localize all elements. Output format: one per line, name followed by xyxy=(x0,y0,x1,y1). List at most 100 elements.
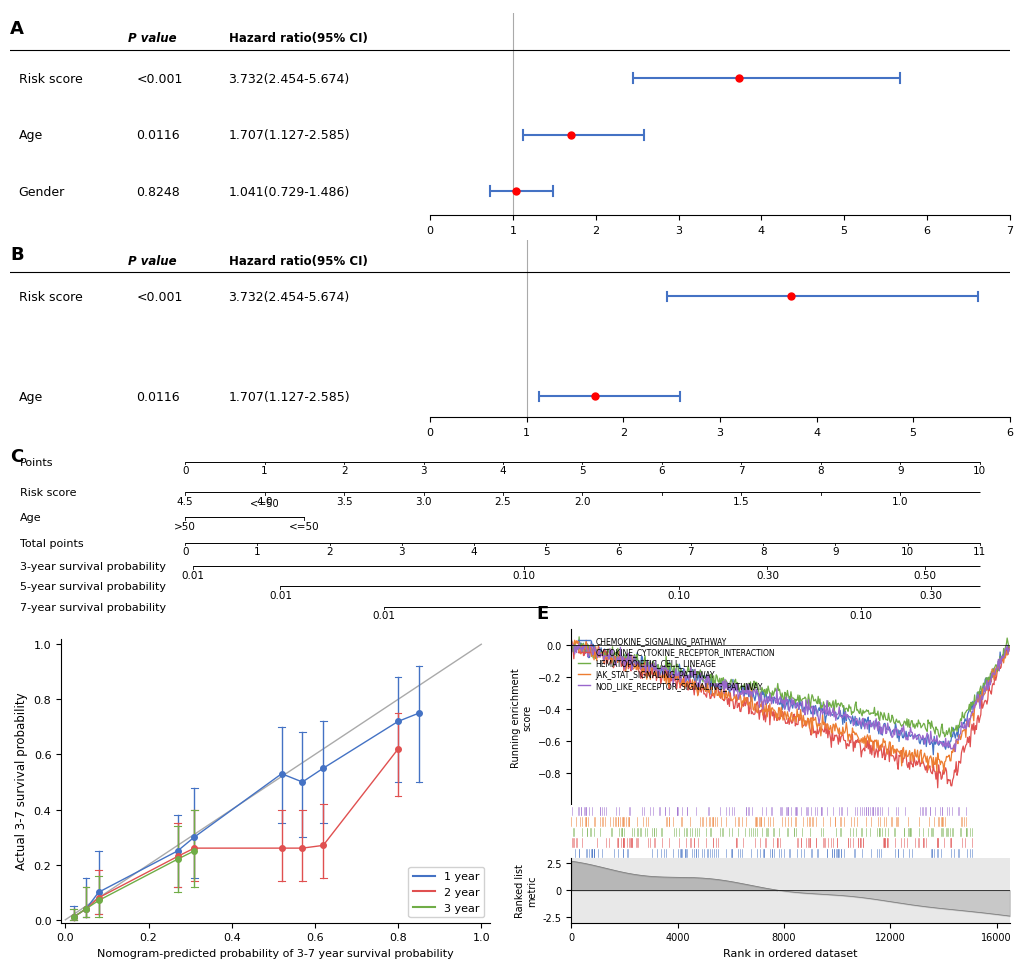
CHEMOKINE_SIGNALING_PATHWAY xyxy=(825,710,838,722)
Text: Risk score: Risk score xyxy=(18,290,83,304)
Text: A: A xyxy=(10,20,24,38)
Text: 2: 2 xyxy=(326,547,332,556)
NOD_LIKE_RECEPTOR_SIGNALING_PATHWAY xyxy=(923,726,935,737)
Text: Points: Points xyxy=(20,457,54,467)
CYTOKINE_CYTOKINE_RECEPTOR_INTERACTION xyxy=(565,631,577,643)
HEMATOPOIETIC_CELL_LINEAGE xyxy=(803,695,815,706)
X-axis label: Rank in ordered dataset: Rank in ordered dataset xyxy=(722,948,857,958)
Text: Hazard ratio(95% CI): Hazard ratio(95% CI) xyxy=(228,255,367,268)
Text: 0.30: 0.30 xyxy=(755,570,779,580)
CHEMOKINE_SIGNALING_PATHWAY xyxy=(772,699,785,710)
Text: 0.01: 0.01 xyxy=(269,590,291,601)
HEMATOPOIETIC_CELL_LINEAGE xyxy=(932,731,945,743)
Text: 7: 7 xyxy=(687,547,694,556)
Text: P value: P value xyxy=(127,255,176,268)
CHEMOKINE_SIGNALING_PATHWAY xyxy=(994,647,1006,658)
Text: Age: Age xyxy=(18,129,43,142)
Text: 0: 0 xyxy=(181,466,189,476)
Text: 2.0: 2.0 xyxy=(574,496,590,506)
CYTOKINE_CYTOKINE_RECEPTOR_INTERACTION xyxy=(802,716,814,727)
Text: 1: 1 xyxy=(254,547,261,556)
NOD_LIKE_RECEPTOR_SIGNALING_PATHWAY xyxy=(825,707,838,719)
Text: <=50: <=50 xyxy=(288,522,319,531)
JAK_STAT_SIGNALING_PATHWAY xyxy=(994,653,1006,665)
Text: 9: 9 xyxy=(896,466,903,476)
NOD_LIKE_RECEPTOR_SIGNALING_PATHWAY xyxy=(802,694,814,705)
JAK_STAT_SIGNALING_PATHWAY xyxy=(776,715,789,727)
Text: 3.732(2.454-5.674): 3.732(2.454-5.674) xyxy=(228,72,350,86)
X-axis label: Harzard ratio: Harzard ratio xyxy=(678,241,760,255)
HEMATOPOIETIC_CELL_LINEAGE xyxy=(776,693,789,704)
Text: 5-year survival probability: 5-year survival probability xyxy=(20,581,166,592)
Text: P value: P value xyxy=(127,32,176,45)
NOD_LIKE_RECEPTOR_SIGNALING_PATHWAY xyxy=(565,633,577,645)
Text: 4: 4 xyxy=(471,547,477,556)
Text: 0.0116: 0.0116 xyxy=(136,390,179,404)
Text: 3-year survival probability: 3-year survival probability xyxy=(20,561,166,572)
CYTOKINE_CYTOKINE_RECEPTOR_INTERACTION xyxy=(930,782,943,794)
Text: 1.707(1.127-2.585): 1.707(1.127-2.585) xyxy=(228,129,350,142)
Text: 0.10: 0.10 xyxy=(512,570,535,580)
Text: 7-year survival probability: 7-year survival probability xyxy=(20,602,166,612)
HEMATOPOIETIC_CELL_LINEAGE xyxy=(773,689,786,701)
Text: Age: Age xyxy=(20,513,42,523)
Text: 9: 9 xyxy=(832,547,838,556)
Text: 1: 1 xyxy=(261,466,268,476)
HEMATOPOIETIC_CELL_LINEAGE xyxy=(826,696,839,707)
Text: Gender: Gender xyxy=(18,185,65,199)
Text: 3.5: 3.5 xyxy=(335,496,352,506)
Text: 8: 8 xyxy=(759,547,765,556)
Text: 2.5: 2.5 xyxy=(494,496,511,506)
Y-axis label: Ranked list
metric: Ranked list metric xyxy=(515,863,536,917)
NOD_LIKE_RECEPTOR_SIGNALING_PATHWAY xyxy=(1003,643,1015,654)
Text: 0.50: 0.50 xyxy=(912,570,935,580)
JAK_STAT_SIGNALING_PATHWAY xyxy=(565,643,577,654)
HEMATOPOIETIC_CELL_LINEAGE xyxy=(1003,643,1015,654)
Line: CHEMOKINE_SIGNALING_PATHWAY: CHEMOKINE_SIGNALING_PATHWAY xyxy=(571,640,1009,755)
CYTOKINE_CYTOKINE_RECEPTOR_INTERACTION xyxy=(772,714,785,726)
NOD_LIKE_RECEPTOR_SIGNALING_PATHWAY xyxy=(772,693,785,704)
Legend: 1 year, 2 year, 3 year: 1 year, 2 year, 3 year xyxy=(408,867,484,917)
Text: 3: 3 xyxy=(420,466,426,476)
Text: 3: 3 xyxy=(398,547,405,556)
Text: 10: 10 xyxy=(972,466,985,476)
Text: 0.8248: 0.8248 xyxy=(136,185,179,199)
Text: 11: 11 xyxy=(972,547,985,556)
Line: HEMATOPOIETIC_CELL_LINEAGE: HEMATOPOIETIC_CELL_LINEAGE xyxy=(571,637,1009,737)
Text: 6: 6 xyxy=(614,547,622,556)
Text: 0.30: 0.30 xyxy=(918,590,942,601)
Text: E: E xyxy=(536,604,548,623)
Text: 3.0: 3.0 xyxy=(415,496,431,506)
Text: <0.001: <0.001 xyxy=(136,290,182,304)
Line: CYTOKINE_CYTOKINE_RECEPTOR_INTERACTION: CYTOKINE_CYTOKINE_RECEPTOR_INTERACTION xyxy=(571,637,1009,788)
CYTOKINE_CYTOKINE_RECEPTOR_INTERACTION xyxy=(775,705,788,717)
HEMATOPOIETIC_CELL_LINEAGE xyxy=(573,631,585,643)
Text: 0.01: 0.01 xyxy=(372,610,395,621)
Text: 0.01: 0.01 xyxy=(181,570,205,580)
Text: B: B xyxy=(10,246,23,263)
Text: Total points: Total points xyxy=(20,538,84,548)
Legend: CHEMOKINE_SIGNALING_PATHWAY, CYTOKINE_CYTOKINE_RECEPTOR_INTERACTION, HEMATOPOIET: CHEMOKINE_SIGNALING_PATHWAY, CYTOKINE_CY… xyxy=(575,633,777,694)
Line: NOD_LIKE_RECEPTOR_SIGNALING_PATHWAY: NOD_LIKE_RECEPTOR_SIGNALING_PATHWAY xyxy=(571,639,1009,752)
JAK_STAT_SIGNALING_PATHWAY xyxy=(1003,642,1015,653)
Text: 4.0: 4.0 xyxy=(256,496,272,506)
CYTOKINE_CYTOKINE_RECEPTOR_INTERACTION xyxy=(1003,641,1015,653)
Text: Risk score: Risk score xyxy=(18,72,83,86)
X-axis label: Nomogram-predicted probability of 3-7 year survival probability: Nomogram-predicted probability of 3-7 ye… xyxy=(97,948,453,958)
CYTOKINE_CYTOKINE_RECEPTOR_INTERACTION xyxy=(994,663,1006,675)
CHEMOKINE_SIGNALING_PATHWAY xyxy=(1003,642,1015,653)
CHEMOKINE_SIGNALING_PATHWAY xyxy=(926,750,938,761)
Text: 8: 8 xyxy=(817,466,823,476)
CYTOKINE_CYTOKINE_RECEPTOR_INTERACTION xyxy=(923,766,935,777)
Text: Hazard ratio(95% CI): Hazard ratio(95% CI) xyxy=(228,32,367,45)
Line: JAK_STAT_SIGNALING_PATHWAY: JAK_STAT_SIGNALING_PATHWAY xyxy=(571,641,1009,772)
HEMATOPOIETIC_CELL_LINEAGE xyxy=(565,638,577,650)
Text: 3.732(2.454-5.674): 3.732(2.454-5.674) xyxy=(228,290,350,304)
Y-axis label: Actual 3-7 survival probability: Actual 3-7 survival probability xyxy=(15,692,29,870)
CHEMOKINE_SIGNALING_PATHWAY xyxy=(565,634,577,646)
Text: 0.10: 0.10 xyxy=(848,610,871,621)
JAK_STAT_SIGNALING_PATHWAY xyxy=(924,753,936,765)
Text: 1.0: 1.0 xyxy=(892,496,908,506)
JAK_STAT_SIGNALING_PATHWAY xyxy=(803,723,815,734)
JAK_STAT_SIGNALING_PATHWAY xyxy=(936,766,949,777)
